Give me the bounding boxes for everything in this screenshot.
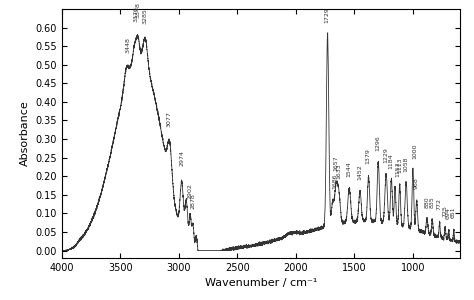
X-axis label: Wavenumber / cm⁻¹: Wavenumber / cm⁻¹ — [204, 278, 317, 288]
Y-axis label: Absorbance: Absorbance — [19, 100, 29, 166]
Text: 880: 880 — [424, 196, 429, 208]
Text: 1229: 1229 — [383, 147, 388, 163]
Text: 968: 968 — [414, 177, 419, 189]
Text: 694: 694 — [446, 208, 451, 219]
Text: 1296: 1296 — [375, 136, 381, 151]
Text: 1452: 1452 — [357, 164, 362, 180]
Text: 1153: 1153 — [395, 161, 400, 177]
Text: 3285: 3285 — [143, 9, 147, 24]
Text: 1729: 1729 — [325, 7, 330, 22]
Text: 1633: 1633 — [336, 163, 341, 179]
Text: 772: 772 — [437, 198, 442, 210]
Text: 1113: 1113 — [397, 157, 402, 173]
Text: 3077: 3077 — [167, 111, 172, 127]
Text: 1686: 1686 — [332, 174, 337, 189]
Text: 651: 651 — [451, 207, 456, 218]
Text: 3348: 3348 — [136, 2, 141, 18]
Text: 2878: 2878 — [190, 193, 195, 208]
Text: 1184: 1184 — [389, 154, 393, 169]
Text: 3448: 3448 — [125, 37, 130, 53]
Text: 3376: 3376 — [133, 6, 138, 22]
Text: 1058: 1058 — [403, 156, 409, 172]
Text: 725: 725 — [442, 205, 447, 217]
Text: 2902: 2902 — [188, 183, 192, 199]
Text: 2974: 2974 — [179, 150, 184, 166]
Text: 1000: 1000 — [412, 143, 417, 159]
Text: 1544: 1544 — [346, 162, 352, 177]
Text: 1657: 1657 — [333, 156, 338, 171]
Text: 835: 835 — [429, 196, 435, 208]
Text: 1379: 1379 — [366, 148, 371, 164]
